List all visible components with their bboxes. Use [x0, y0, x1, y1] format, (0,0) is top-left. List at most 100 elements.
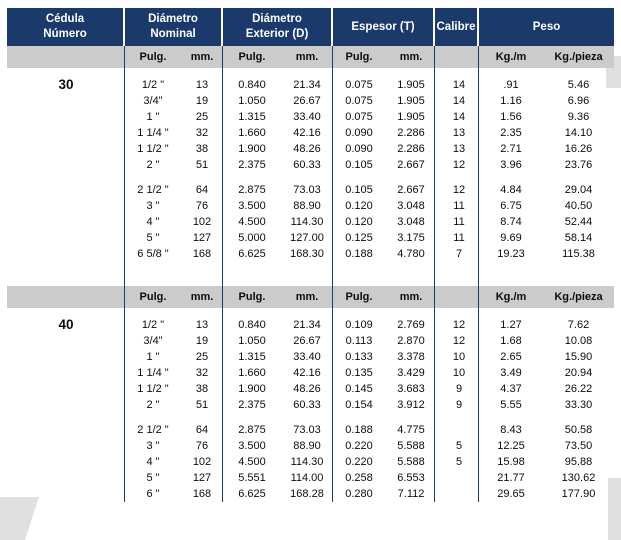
- table-row: 6 5/8 " 168 6.625 168.30 0.188 4.780 7 19.23 115…: [7, 246, 614, 262]
- column-divider-line: [478, 46, 479, 502]
- cell-cedula: [7, 349, 125, 365]
- cell-cedula: [7, 198, 125, 214]
- cell-espesor-pulg: 0.258: [345, 472, 373, 484]
- cell-nominal-mm: 168: [192, 488, 212, 500]
- column-divider-line: [124, 46, 125, 502]
- cell-peso-kgm: 1.56: [500, 111, 522, 123]
- header-peso: Peso: [479, 8, 614, 46]
- cell-espesor-pulg: 0.105: [345, 159, 373, 171]
- cell-exterior-pulg: 1.050: [238, 335, 266, 347]
- cell-peso-kgpieza: 9.36: [567, 111, 590, 123]
- cell-exterior-mm: 114.00: [290, 472, 324, 484]
- cell-exterior-mm: 26.67: [293, 335, 321, 347]
- cell-calibre: 9: [455, 383, 463, 395]
- cell-exterior-pulg: 2.875: [238, 424, 266, 436]
- header-text-line: Cédula: [45, 13, 85, 26]
- table-row: 3/4" 19 1.050 26.67 0.113 2.870 12 1.68 10.08: [7, 333, 614, 349]
- watermark-fragment: [608, 478, 621, 540]
- cell-nominal-mm: 51: [195, 399, 209, 411]
- cell-exterior-mm: 60.33: [293, 159, 321, 171]
- cell-espesor-pulg: 0.075: [345, 79, 373, 91]
- cell-espesor-pulg: 0.105: [345, 184, 373, 196]
- cell-nominal-mm: 13: [195, 79, 209, 91]
- table-header-row: Cédula Número Diámetro Nominal Diámetro …: [7, 8, 614, 46]
- cell-exterior-mm: 73.03: [293, 184, 321, 196]
- cell-peso-kgm: 2.71: [500, 143, 522, 155]
- cell-espesor-mm: 2.286: [397, 127, 425, 139]
- cell-nominal-pulg: 1 ": [146, 111, 160, 123]
- cell-calibre: 14: [452, 111, 466, 123]
- cell-nominal-mm: 64: [195, 184, 209, 196]
- cell-exterior-mm: 127.00: [290, 232, 324, 244]
- cell-nominal-pulg: 1/2 ": [141, 319, 165, 331]
- schedule-number: 40: [58, 317, 74, 332]
- cell-peso-kgpieza: 15.90: [564, 351, 593, 363]
- cell-exterior-mm: 21.34: [293, 319, 321, 331]
- cell-calibre: 10: [452, 351, 466, 363]
- row-group: 40 1/2 " 13 0.840 21.34 0.109 2.769 12 1.27 7.62 3…: [7, 317, 614, 413]
- cell-espesor-pulg: 0.188: [345, 424, 373, 436]
- cell-nominal-pulg: 2 1/2 ": [137, 424, 169, 436]
- cell-espesor-mm: 7.112: [397, 488, 425, 500]
- schedule-section-30: 30 1/2 " 13 0.840 21.34 0.075 1.905 14 .91 5.46 3/…: [7, 68, 614, 286]
- cell-peso-kgpieza: 14.10: [564, 127, 593, 139]
- header-calibre: Calibre: [435, 8, 479, 46]
- header-cedula-numero: Cédula Número: [7, 8, 125, 46]
- subheader-espesor-mm: mm.: [399, 291, 423, 303]
- cell-peso-kgm: 2.65: [500, 351, 522, 363]
- cell-peso-kgpieza: 50.58: [564, 424, 593, 436]
- cell-exterior-pulg: 2.375: [238, 399, 266, 411]
- cell-cedula: [7, 157, 125, 173]
- header-diametro-nominal: Diámetro Nominal: [125, 8, 223, 46]
- cell-calibre: 12: [452, 335, 466, 347]
- cell-cedula: [7, 422, 125, 438]
- cell-cedula: [7, 182, 125, 198]
- cell-peso-kgm: 19.23: [497, 248, 525, 260]
- cell-espesor-pulg: 0.090: [345, 127, 373, 139]
- table-row: 4 " 102 4.500 114.30 0.120 3.048 11 8.74 52.44: [7, 214, 614, 230]
- cell-peso-kgm: 3.49: [500, 367, 522, 379]
- cell-calibre: 12: [452, 159, 466, 171]
- cell-cedula: [7, 214, 125, 230]
- cell-nominal-pulg: 2 ": [146, 159, 160, 171]
- cell-exterior-pulg: 6.625: [238, 248, 266, 260]
- cell-espesor-pulg: 0.109: [345, 319, 373, 331]
- cell-calibre: 5: [455, 440, 463, 452]
- cell-espesor-mm: 1.905: [397, 79, 425, 91]
- cell-nominal-mm: 19: [195, 95, 209, 107]
- table-row: 5 " 127 5.551 114.00 0.258 6.553 21.77 130.62: [7, 470, 614, 486]
- cell-cedula: [7, 93, 125, 109]
- subheader-peso-kgpieza: Kg./pieza: [554, 51, 603, 63]
- cell-espesor-mm: 3.683: [397, 383, 425, 395]
- cell-nominal-mm: 13: [195, 319, 209, 331]
- cell-peso-kgpieza: 95.88: [564, 456, 593, 468]
- cell-peso-kgm: .91: [503, 79, 519, 91]
- cell-nominal-pulg: 3 ": [146, 440, 160, 452]
- cell-espesor-pulg: 0.188: [345, 248, 373, 260]
- cell-nominal-pulg: 2 1/2 ": [137, 184, 169, 196]
- cell-exterior-mm: 168.28: [290, 488, 324, 500]
- cell-peso-kgpieza: 29.04: [564, 184, 593, 196]
- subheader-exterior-mm: mm.: [295, 291, 319, 303]
- cell-espesor-pulg: 0.220: [345, 456, 373, 468]
- cell-exterior-pulg: 4.500: [238, 216, 266, 228]
- cell-peso-kgm: 8.43: [500, 424, 522, 436]
- cell-peso-kgm: 6.75: [500, 200, 522, 212]
- cell-espesor-mm: 2.870: [397, 335, 425, 347]
- cell-nominal-mm: 32: [195, 127, 209, 139]
- subheader-espesor-pulg: Pulg.: [345, 51, 373, 63]
- cell-peso-kgm: 1.27: [500, 319, 522, 331]
- cell-nominal-pulg: 3 ": [146, 200, 160, 212]
- cell-exterior-mm: 114.30: [290, 216, 324, 228]
- cell-espesor-pulg: 0.090: [345, 143, 373, 155]
- cell-nominal-pulg: 1 1/2 ": [137, 143, 169, 155]
- cell-exterior-mm: 21.34: [293, 79, 321, 91]
- table-row: 3 " 76 3.500 88.90 0.220 5.588 5 12.25 73.50: [7, 438, 614, 454]
- table-row: 4 " 102 4.500 114.30 0.220 5.588 5 15.98 95.88: [7, 454, 614, 470]
- header-text-line: Exterior (D): [245, 28, 309, 40]
- cell-cedula: [7, 365, 125, 381]
- cell-nominal-mm: 127: [192, 472, 212, 484]
- cell-calibre: 12: [452, 184, 466, 196]
- cell-peso-kgm: 9.69: [500, 232, 522, 244]
- cell-espesor-mm: 1.905: [397, 111, 425, 123]
